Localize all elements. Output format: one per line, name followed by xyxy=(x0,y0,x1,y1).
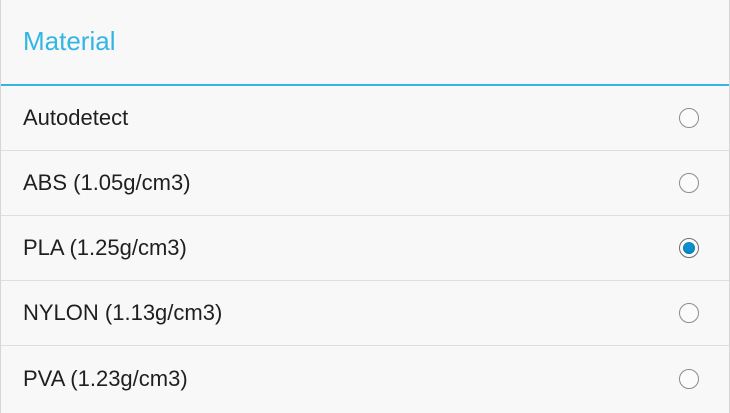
option-pva[interactable]: PVA (1.23g/cm3) xyxy=(1,346,729,411)
radio-button[interactable] xyxy=(679,368,699,389)
option-nylon[interactable]: NYLON (1.13g/cm3) xyxy=(1,281,729,346)
radio-button[interactable] xyxy=(679,303,699,323)
radio-button[interactable] xyxy=(679,173,699,193)
radio-button[interactable] xyxy=(679,108,699,128)
radio-selected-dot xyxy=(683,242,695,254)
option-label: NYLON (1.13g/cm3) xyxy=(23,300,223,325)
dialog-title: Material xyxy=(1,0,729,86)
material-option-list: Autodetect ABS (1.05g/cm3) PLA (1.25g/cm… xyxy=(1,86,729,411)
option-autodetect[interactable]: Autodetect xyxy=(1,86,729,151)
radio-button[interactable] xyxy=(679,238,699,258)
option-abs[interactable]: ABS (1.05g/cm3) xyxy=(1,151,729,216)
option-label: PVA (1.23g/cm3) xyxy=(23,365,188,391)
option-label: ABS (1.05g/cm3) xyxy=(23,170,191,195)
option-label: Autodetect xyxy=(23,105,129,130)
option-pla[interactable]: PLA (1.25g/cm3) xyxy=(1,216,729,281)
option-label: PLA (1.25g/cm3) xyxy=(23,235,187,260)
